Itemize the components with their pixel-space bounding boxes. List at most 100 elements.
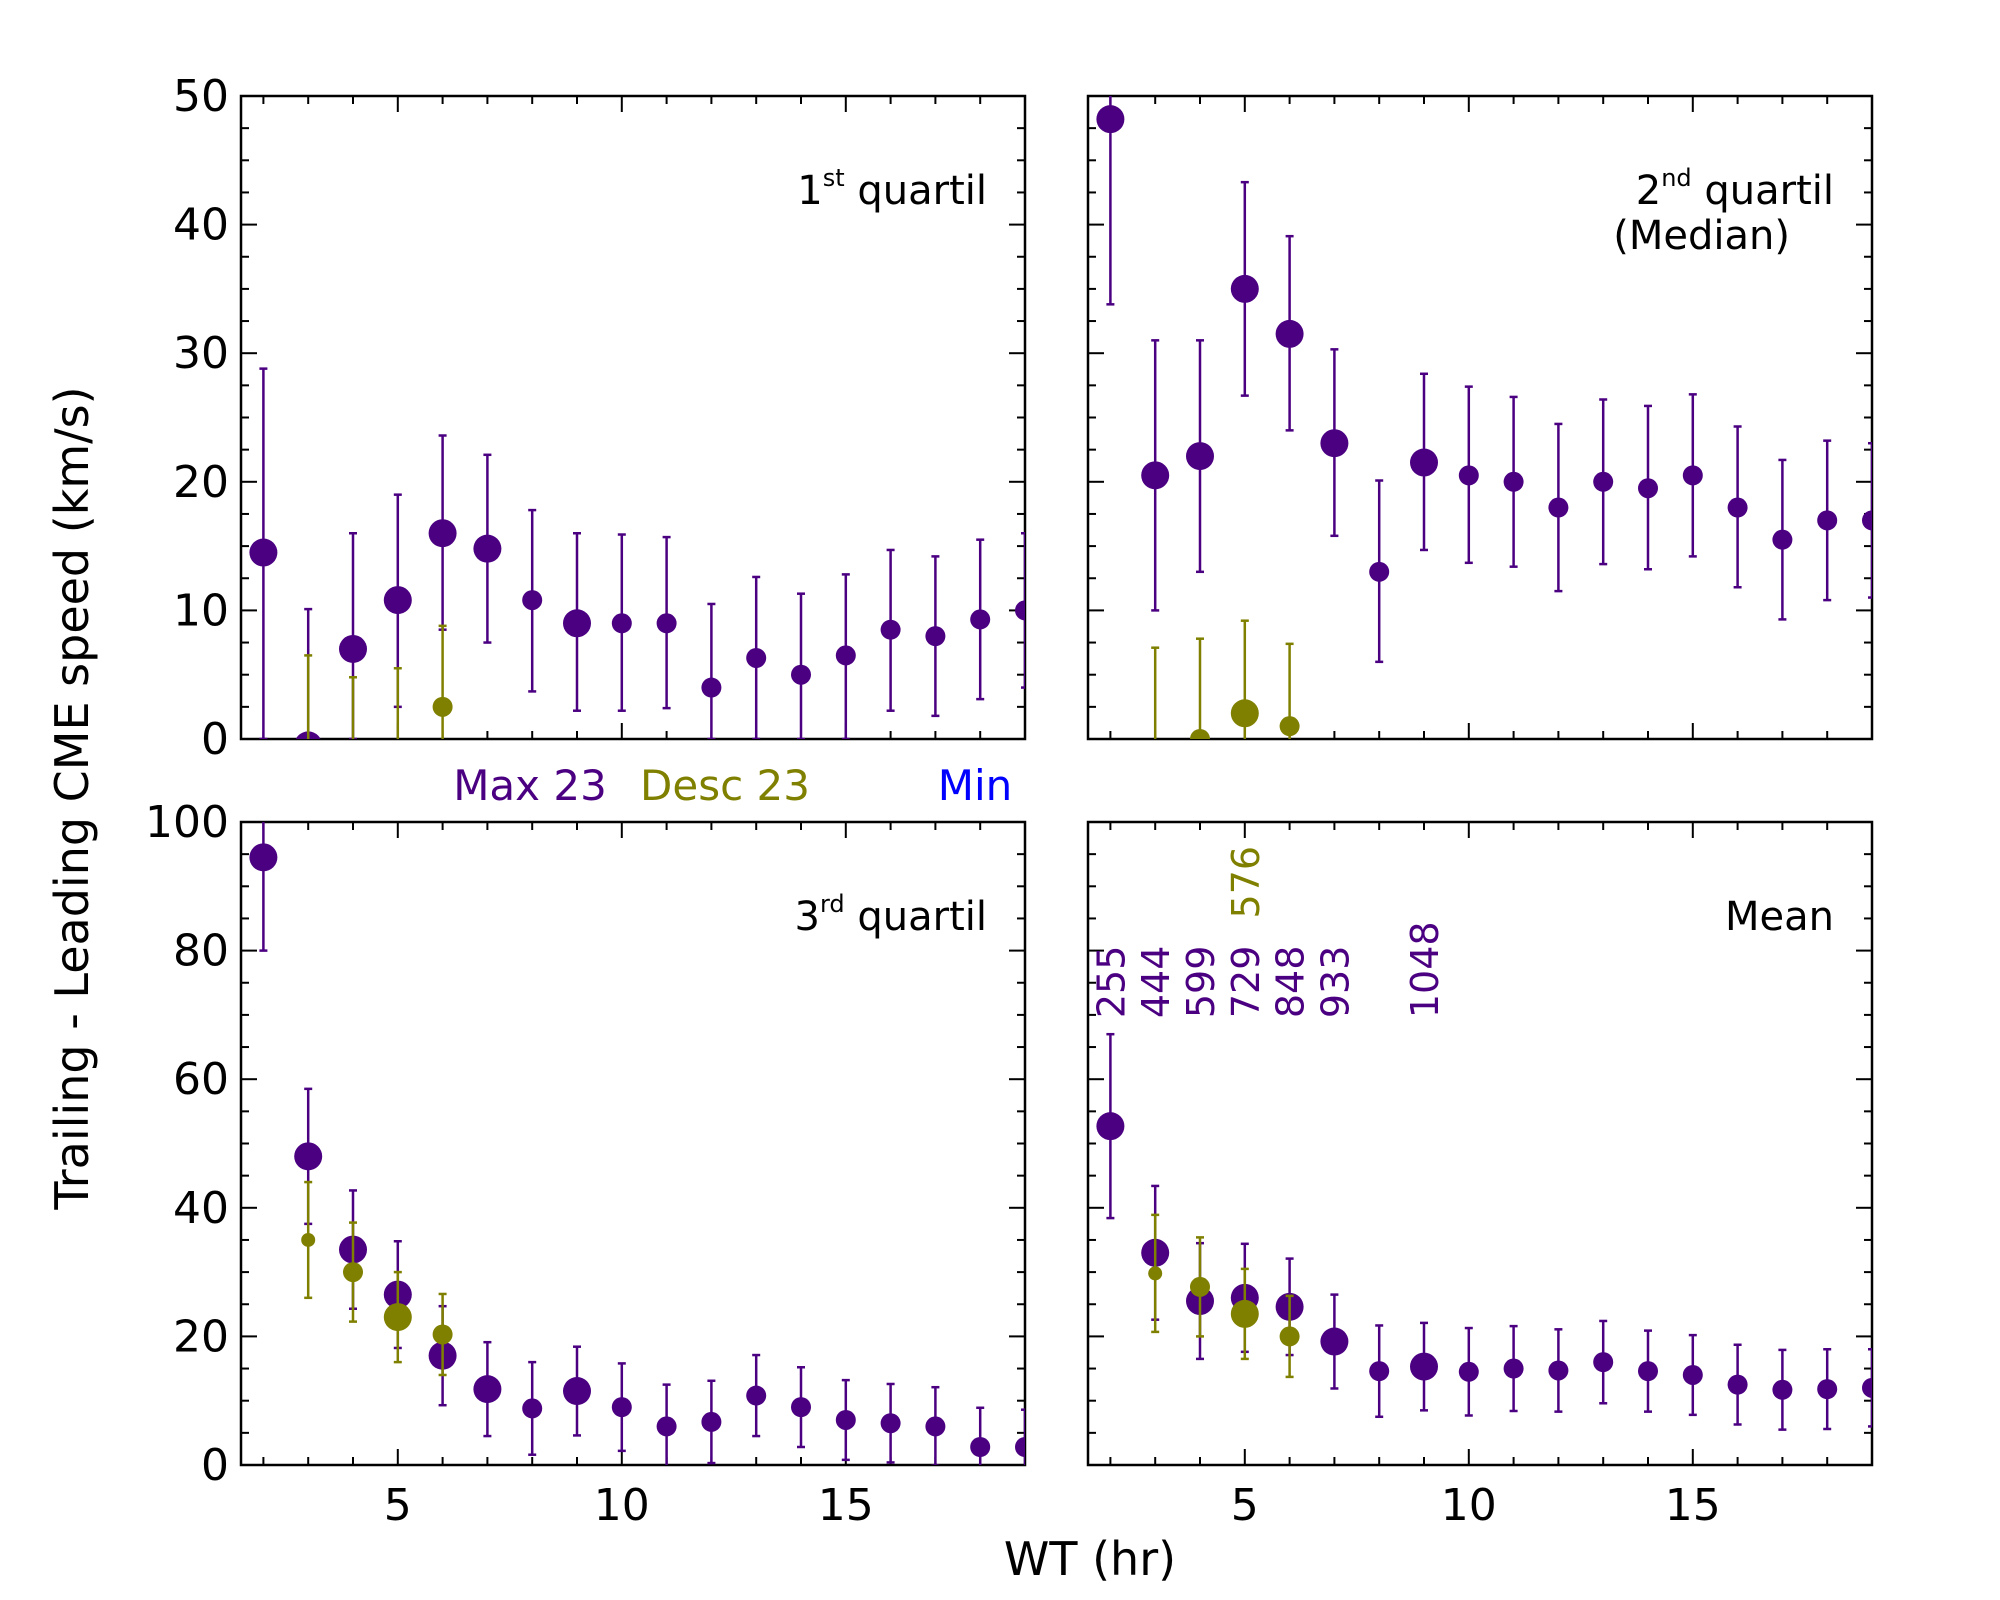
count-annotation: 848 <box>1269 946 1313 1019</box>
y-axis-label: Trailing - Leading CME speed (km/s) <box>45 386 99 1210</box>
data-point <box>1015 1436 1025 1457</box>
data-point <box>656 613 677 634</box>
data-point <box>1190 1276 1210 1297</box>
data-point <box>1458 465 1479 486</box>
data-marks <box>249 822 1025 1465</box>
data-point <box>1638 478 1658 499</box>
panel-title-line2: (Median) <box>1613 213 1790 259</box>
legend: Max 23 Desc 23 Min <box>453 761 1012 810</box>
y-tick-label: 60 <box>173 1054 229 1105</box>
data-point <box>428 519 457 548</box>
panel-title-sup: st <box>823 164 845 192</box>
data-point <box>970 609 991 630</box>
data-point <box>925 1416 946 1437</box>
panel-bottom-left: 0 20 40 60 80 100 5 10 15 3rd quartil <box>145 797 1027 1531</box>
count-annotation: 255 <box>1089 946 1133 1019</box>
data-point <box>1190 729 1210 739</box>
x-tick-label: 15 <box>818 1480 874 1531</box>
data-point <box>522 1398 543 1419</box>
y-tick-label: 0 <box>201 714 229 765</box>
data-point <box>563 1377 591 1406</box>
count-annotation: 576 <box>1224 846 1268 919</box>
data-point <box>701 1411 722 1432</box>
panel-title-main: 3 <box>795 894 820 940</box>
data-point <box>249 538 278 567</box>
panel-title-main: 2 <box>1636 168 1661 214</box>
data-point <box>1148 1266 1163 1281</box>
data-point <box>1275 319 1304 348</box>
count-annotation: 599 <box>1179 946 1223 1019</box>
data-point <box>791 664 811 685</box>
legend-min: Min <box>938 761 1013 810</box>
data-point <box>656 1416 677 1437</box>
data-point <box>294 1142 323 1171</box>
panel-top-left: 0 10 20 30 40 50 1st quartil <box>173 71 1027 765</box>
data-point <box>1548 497 1569 518</box>
data-point <box>791 1397 811 1418</box>
data-point <box>701 677 722 698</box>
data-point <box>1638 1361 1658 1382</box>
panel-title-main: Mean <box>1725 894 1834 940</box>
data-point <box>611 613 632 634</box>
data-point <box>1410 448 1438 477</box>
panel-title: Mean <box>1725 894 1834 940</box>
x-axis-label: WT (hr) <box>1004 1532 1176 1586</box>
count-annotation: 444 <box>1134 946 1178 1019</box>
data-point <box>301 1232 316 1247</box>
data-point <box>970 1436 991 1457</box>
y-tick-label: 80 <box>173 926 229 977</box>
data-point <box>1320 1327 1349 1356</box>
data-point <box>432 696 453 717</box>
data-point <box>1727 1374 1748 1395</box>
legend-desc23: Desc 23 <box>640 761 810 810</box>
data-point <box>473 534 502 563</box>
data-point <box>1320 429 1349 458</box>
data-point <box>1230 699 1259 728</box>
panel-title: 1st quartil <box>797 164 987 214</box>
y-tick-label: 0 <box>201 1440 229 1491</box>
data-point <box>746 647 767 668</box>
data-point <box>473 1375 502 1404</box>
data-point <box>1141 461 1170 490</box>
data-point <box>1096 1112 1125 1141</box>
panel-title-rest: quartil <box>845 894 987 940</box>
y-tick-label: 20 <box>173 1311 229 1362</box>
y-tick-label: 50 <box>173 71 229 122</box>
data-point <box>1503 1358 1524 1379</box>
y-tick-label: 20 <box>173 457 229 508</box>
panel-title-sup: nd <box>1661 164 1691 192</box>
count-annotation: 1048 <box>1403 921 1447 1018</box>
x-tick-label: 10 <box>1441 1480 1497 1531</box>
data-point <box>522 590 543 611</box>
data-point <box>1682 465 1703 486</box>
x-tick-label: 5 <box>1231 1480 1259 1531</box>
data-point <box>563 609 591 638</box>
data-point <box>1548 1360 1569 1381</box>
panel-title: 3rd quartil <box>795 890 987 940</box>
x-tick-label: 10 <box>594 1480 650 1531</box>
y-tick-label: 100 <box>145 797 229 848</box>
y-tick-label: 40 <box>173 200 229 251</box>
data-point <box>1186 442 1214 471</box>
data-marks <box>249 367 1025 739</box>
data-point <box>1015 600 1025 621</box>
y-tick-label: 10 <box>173 585 229 636</box>
legend-max23: Max 23 <box>453 761 607 810</box>
data-point <box>1772 529 1793 550</box>
data-point <box>1593 471 1614 492</box>
data-point <box>611 1397 632 1418</box>
data-point <box>1503 471 1524 492</box>
panel-title: 2nd quartil <box>1636 164 1834 214</box>
panel-bottom-right: 5 10 15 Mean 255 444 599 729 848 933 1048 576 <box>1086 820 1874 1531</box>
panel-title-rest: quartil <box>1692 168 1834 214</box>
data-point <box>1230 274 1259 303</box>
data-point <box>1096 105 1125 134</box>
data-point <box>835 645 856 666</box>
data-point <box>925 626 946 647</box>
data-point <box>383 586 412 615</box>
y-tick-label: 30 <box>173 328 229 379</box>
data-point <box>1817 510 1838 531</box>
data-point <box>343 1262 363 1283</box>
data-point <box>1230 1299 1259 1328</box>
